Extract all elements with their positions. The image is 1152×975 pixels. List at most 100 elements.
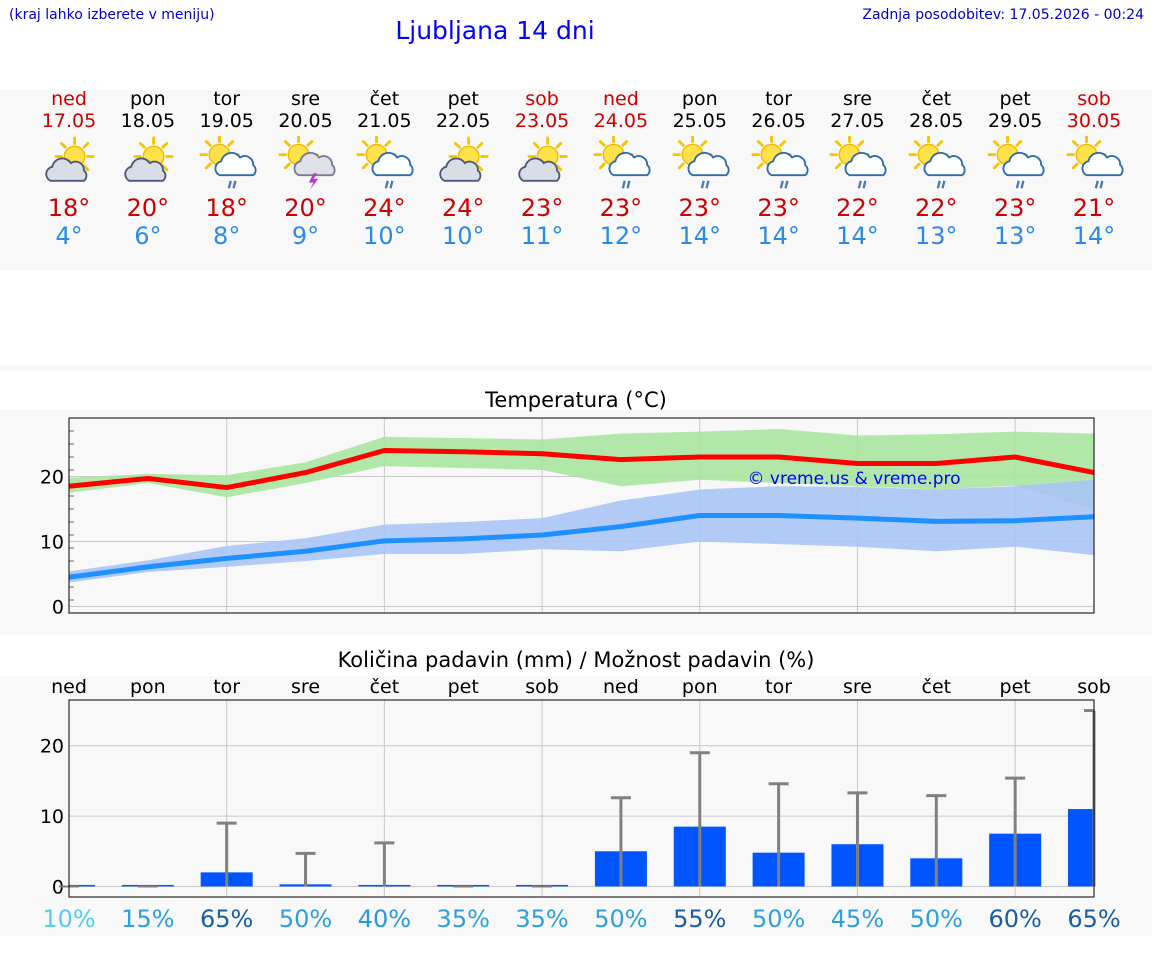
day-date: 23.05 <box>514 110 570 132</box>
y-tick-label: 10 <box>40 532 64 554</box>
category-label: čet <box>922 676 952 698</box>
min-temp: 14° <box>1072 222 1116 250</box>
day-date: 20.05 <box>278 110 333 132</box>
min-temp: 8° <box>213 222 241 250</box>
precip-chance-label: 65% <box>200 905 253 933</box>
day-name: tor <box>765 88 793 110</box>
y-tick-label: 0 <box>52 597 64 619</box>
day-name: pon <box>681 88 718 110</box>
category-label: sob <box>1077 676 1111 698</box>
day-date: 30.05 <box>1066 110 1122 132</box>
day-date: 26.05 <box>751 110 806 132</box>
watermark: © vreme.us & vreme.pro <box>747 469 960 489</box>
sun-cloud-rain-icon <box>356 136 414 189</box>
sun-cloud-rain-icon <box>751 136 809 189</box>
forecast-day: pon 18.05 20° 6° <box>108 88 188 250</box>
precip-chance-label: 65% <box>1067 905 1120 933</box>
min-temp: 11° <box>520 222 564 250</box>
precip-chance-label: 35% <box>515 905 568 933</box>
min-temp: 14° <box>836 222 879 250</box>
day-date: 18.05 <box>120 110 176 132</box>
day-name: sre <box>291 88 321 110</box>
max-temp-band <box>69 429 1094 509</box>
min-temp: 12° <box>599 222 643 250</box>
forecast-day: sob 30.05 21° 14° <box>1054 88 1134 250</box>
min-temp: 13° <box>993 222 1037 250</box>
max-temp-line <box>68 448 1095 491</box>
forecast-day: čet 28.05 22° 13° <box>896 88 976 250</box>
category-label: pet <box>1000 676 1031 698</box>
day-date: 21.05 <box>357 110 412 132</box>
page-title: Ljubljana 14 dni <box>395 16 595 45</box>
temperature-chart: 0 10 20 © vreme.us & vreme.pro <box>40 417 1095 619</box>
precip-chance-label: 50% <box>910 905 963 933</box>
category-label: čet <box>370 676 400 698</box>
sun-cloud-rain-icon <box>908 136 966 189</box>
day-date: 17.05 <box>41 110 97 132</box>
forecast-day: ned 17.05 18° 4° <box>29 88 109 250</box>
max-temp: 23° <box>599 194 643 222</box>
forecast-day: sob 23.05 23° 11° <box>502 88 582 250</box>
spacer-band <box>0 365 1152 371</box>
sun-thunderstorm-icon <box>277 136 336 191</box>
forecast-day: tor 19.05 18° 8° <box>187 88 267 250</box>
precip-bar <box>69 884 95 887</box>
min-temp-line <box>68 513 1095 580</box>
max-temp: 22° <box>836 194 879 222</box>
day-name: pon <box>129 88 166 110</box>
category-label: ned <box>603 676 639 698</box>
y-tick-label: 20 <box>40 467 64 489</box>
precip-chance-label: 50% <box>279 905 332 933</box>
precip-chance-label: 60% <box>988 905 1041 933</box>
sun-cloud-rain-icon <box>199 136 257 189</box>
forecast-day: pet 29.05 23° 13° <box>975 88 1055 250</box>
precip-chance-label: 45% <box>831 905 884 933</box>
day-name: ned <box>603 88 639 110</box>
max-temp: 23° <box>993 194 1037 222</box>
precipitation-chart-title: Količina padavin (mm) / Možnost padavin … <box>337 648 815 672</box>
day-name: sob <box>525 88 559 110</box>
day-name: sre <box>842 88 872 110</box>
day-date: 25.05 <box>672 110 727 132</box>
category-label: ned <box>51 676 87 698</box>
min-temp: 6° <box>134 222 162 250</box>
category-label: tor <box>213 676 240 698</box>
precip-bar <box>1067 809 1094 887</box>
day-name: tor <box>213 88 241 110</box>
partly-cloudy-icon <box>518 136 568 182</box>
forecast-day: pon 25.05 23° 14° <box>660 88 740 250</box>
location-hint: (kraj lahko izberete v meniju) <box>9 7 215 23</box>
forecast-band <box>0 90 1152 270</box>
sun-cloud-rain-icon <box>1066 136 1124 189</box>
day-name: pet <box>447 88 479 110</box>
day-name: pet <box>999 88 1031 110</box>
min-temp: 13° <box>915 222 958 250</box>
sun-cloud-rain-icon <box>829 136 888 189</box>
max-temp: 18° <box>205 194 248 222</box>
y-tick-label: 20 <box>40 736 64 758</box>
y-tick-label: 10 <box>40 806 64 828</box>
precipitation-chart: ned pon tor sre čet pet sob ned pon tor sre čet pet s… <box>40 676 1121 933</box>
last-updated: Zadnja posodobitev: 17.05.2026 - 00:24 <box>862 7 1144 23</box>
max-temp: 24° <box>363 194 406 222</box>
max-temp: 18° <box>47 194 91 222</box>
category-label: sre <box>843 676 872 698</box>
partly-cloudy-icon <box>124 136 174 182</box>
category-label: sob <box>525 676 559 698</box>
forecast-day: tor 26.05 23° 14° <box>739 88 819 250</box>
category-label: pon <box>682 676 718 698</box>
precip-chance-label: 40% <box>358 905 411 933</box>
min-temp: 9° <box>291 222 320 250</box>
forecast-day: sre 20.05 20° 9° <box>266 88 346 250</box>
category-label: tor <box>765 676 792 698</box>
plot-frame <box>68 699 1095 898</box>
max-temp: 22° <box>915 194 958 222</box>
sun-cloud-rain-icon <box>593 136 651 189</box>
min-temp: 10° <box>363 222 406 250</box>
day-date: 28.05 <box>909 110 964 132</box>
partly-cloudy-icon <box>439 136 489 182</box>
category-label: pet <box>448 676 479 698</box>
max-temp: 20° <box>126 194 170 222</box>
min-temp: 10° <box>441 222 485 250</box>
forecast-days: ned 17.05 18° 4° pon 18.05 20° 6° tor 19.05 18° 8° s… <box>0 88 1152 268</box>
